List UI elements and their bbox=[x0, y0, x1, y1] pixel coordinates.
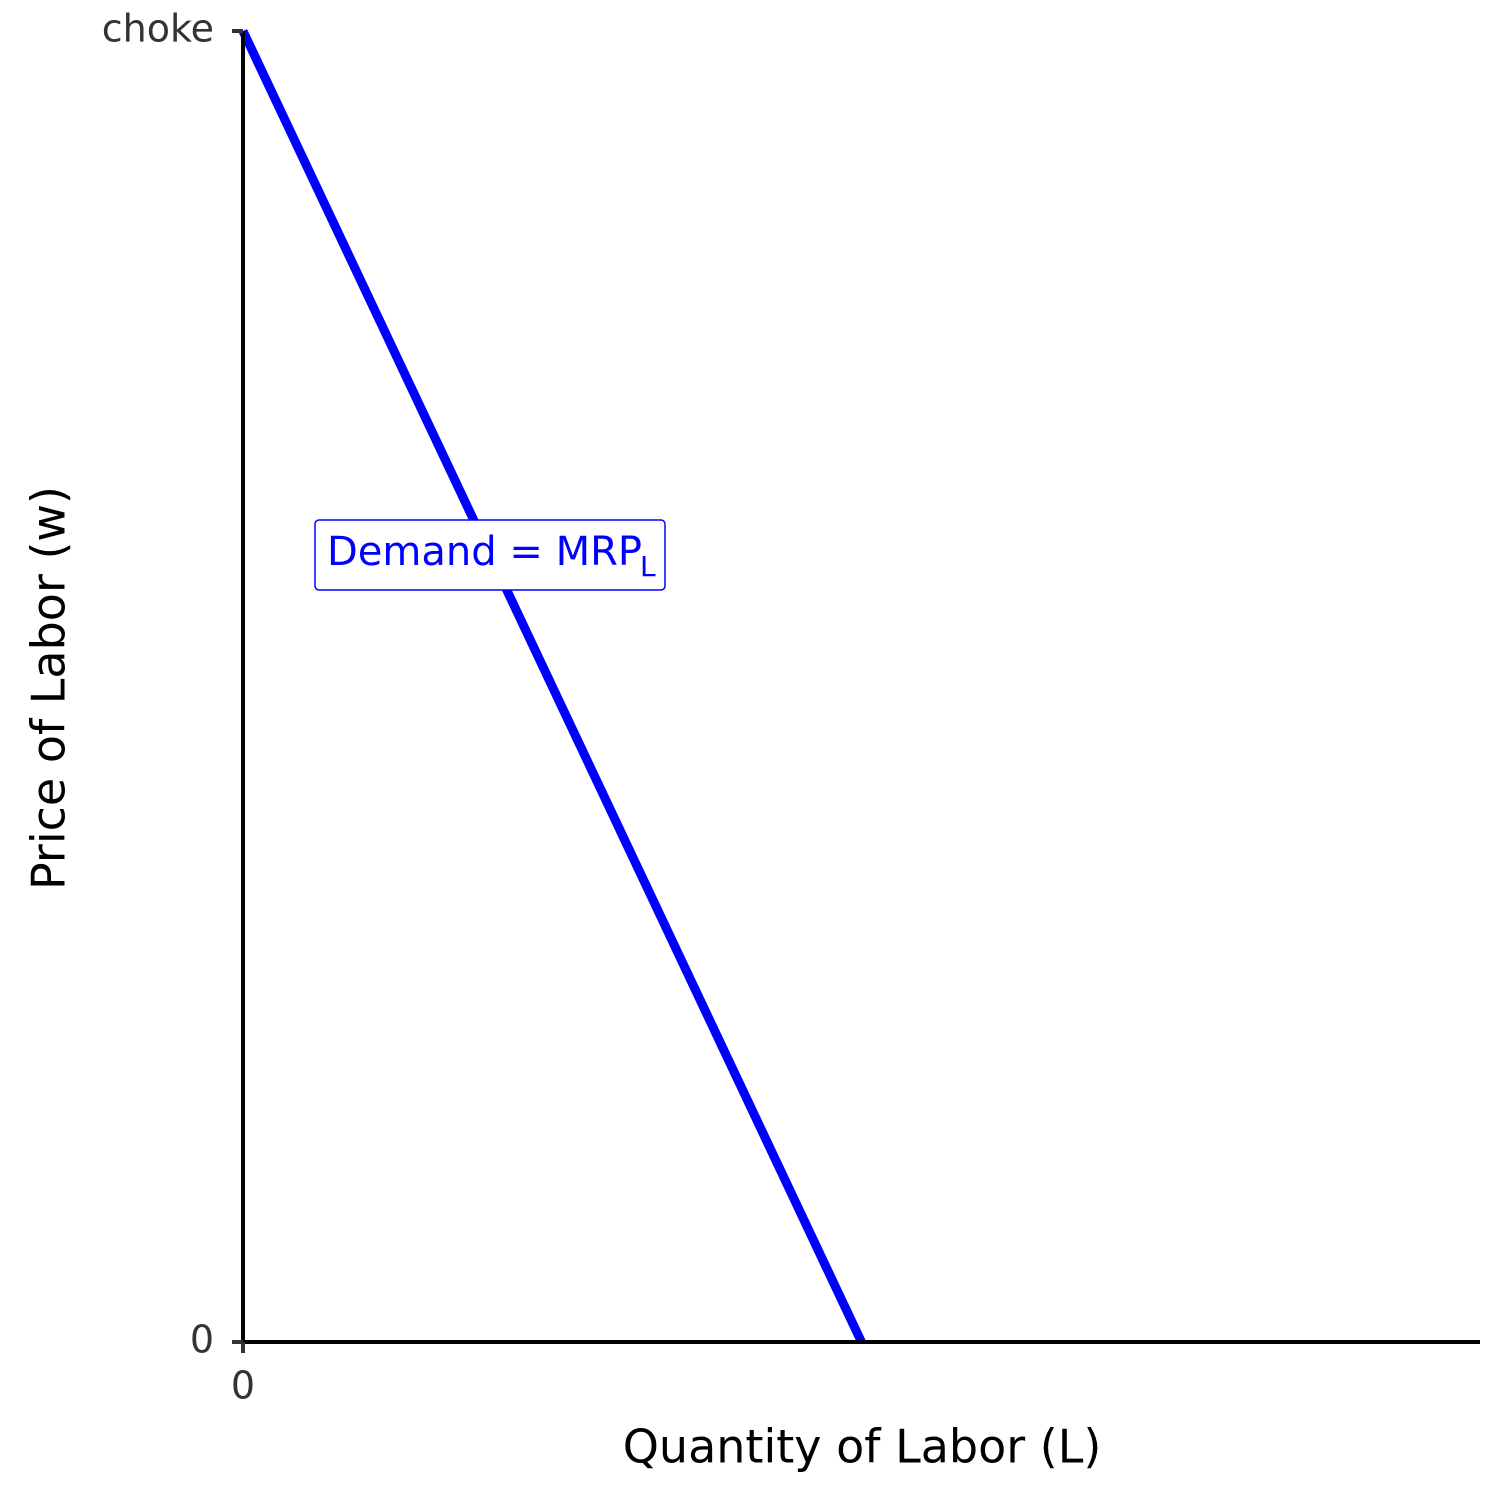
x-axis-title: Quantity of Labor (L) bbox=[623, 1420, 1102, 1474]
label-box bbox=[314, 519, 666, 591]
label-subscript: L bbox=[640, 550, 656, 583]
x-tick-label: 0 bbox=[231, 1364, 255, 1408]
demand-line bbox=[238, 29, 866, 1344]
y-tick-label: choke bbox=[102, 7, 214, 51]
y-tick-label: 0 bbox=[190, 1318, 214, 1362]
label-text: Demand = MRP bbox=[327, 529, 642, 575]
y-axis-title: Price of Labor (w) bbox=[22, 486, 76, 890]
